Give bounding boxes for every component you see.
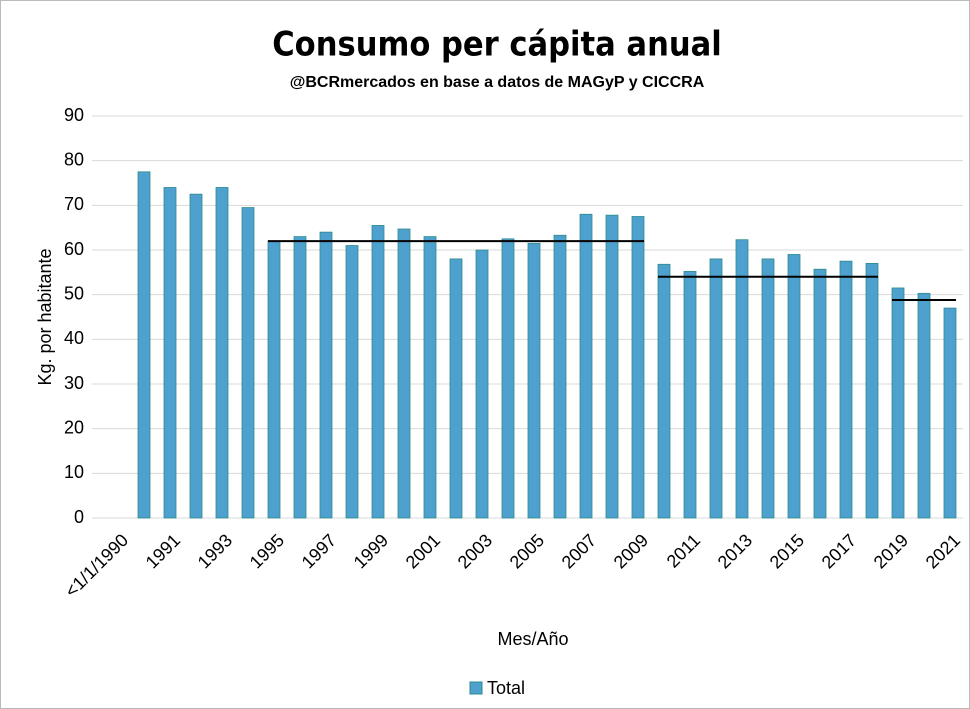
y-tick-label: 20: [64, 417, 84, 437]
bar: [631, 216, 645, 519]
bar: [371, 225, 385, 519]
y-tick-label: 80: [64, 149, 84, 169]
y-tick-label: 70: [64, 194, 84, 214]
y-axis-title: Kg. por habitante: [35, 248, 55, 385]
y-tick-label: 60: [64, 239, 84, 259]
bar: [189, 193, 203, 519]
bar: [423, 236, 437, 519]
y-tick-label: 0: [74, 507, 84, 527]
bar: [865, 262, 879, 519]
y-tick-label: 40: [64, 328, 84, 348]
bar: [241, 207, 255, 519]
bar: [891, 287, 905, 519]
bar: [761, 258, 775, 519]
bar: [293, 236, 307, 519]
bar: [787, 254, 801, 519]
bar: [527, 242, 541, 519]
bar: [943, 307, 957, 519]
bar: [449, 258, 463, 519]
y-tick-label: 90: [64, 105, 84, 125]
bar: [813, 268, 827, 519]
bar: [345, 245, 359, 519]
bar: [267, 240, 281, 519]
bar: [319, 231, 333, 519]
chart-subtitle: @BCRmercados en base a datos de MAGyP y …: [290, 74, 705, 91]
y-tick-label: 30: [64, 373, 84, 393]
y-tick-label: 50: [64, 283, 84, 303]
bar: [657, 263, 671, 519]
bar: [839, 260, 853, 519]
bar: [397, 228, 411, 519]
bar: [475, 249, 489, 519]
y-tick-label: 10: [64, 462, 84, 482]
x-axis-title: Mes/Año: [497, 629, 568, 649]
bar: [709, 258, 723, 519]
bar: [553, 234, 567, 519]
bar: [215, 187, 229, 519]
chart-title: Consumo per cápita anual: [272, 25, 722, 65]
bar: [683, 271, 697, 519]
legend-swatch: [469, 681, 483, 695]
bar: [735, 239, 749, 519]
legend-label: Total: [487, 678, 525, 698]
bar: [163, 187, 177, 519]
bar: [579, 213, 593, 519]
bar: [917, 292, 931, 519]
bar: [501, 238, 515, 519]
bar: [605, 214, 619, 519]
bar: [137, 171, 151, 519]
